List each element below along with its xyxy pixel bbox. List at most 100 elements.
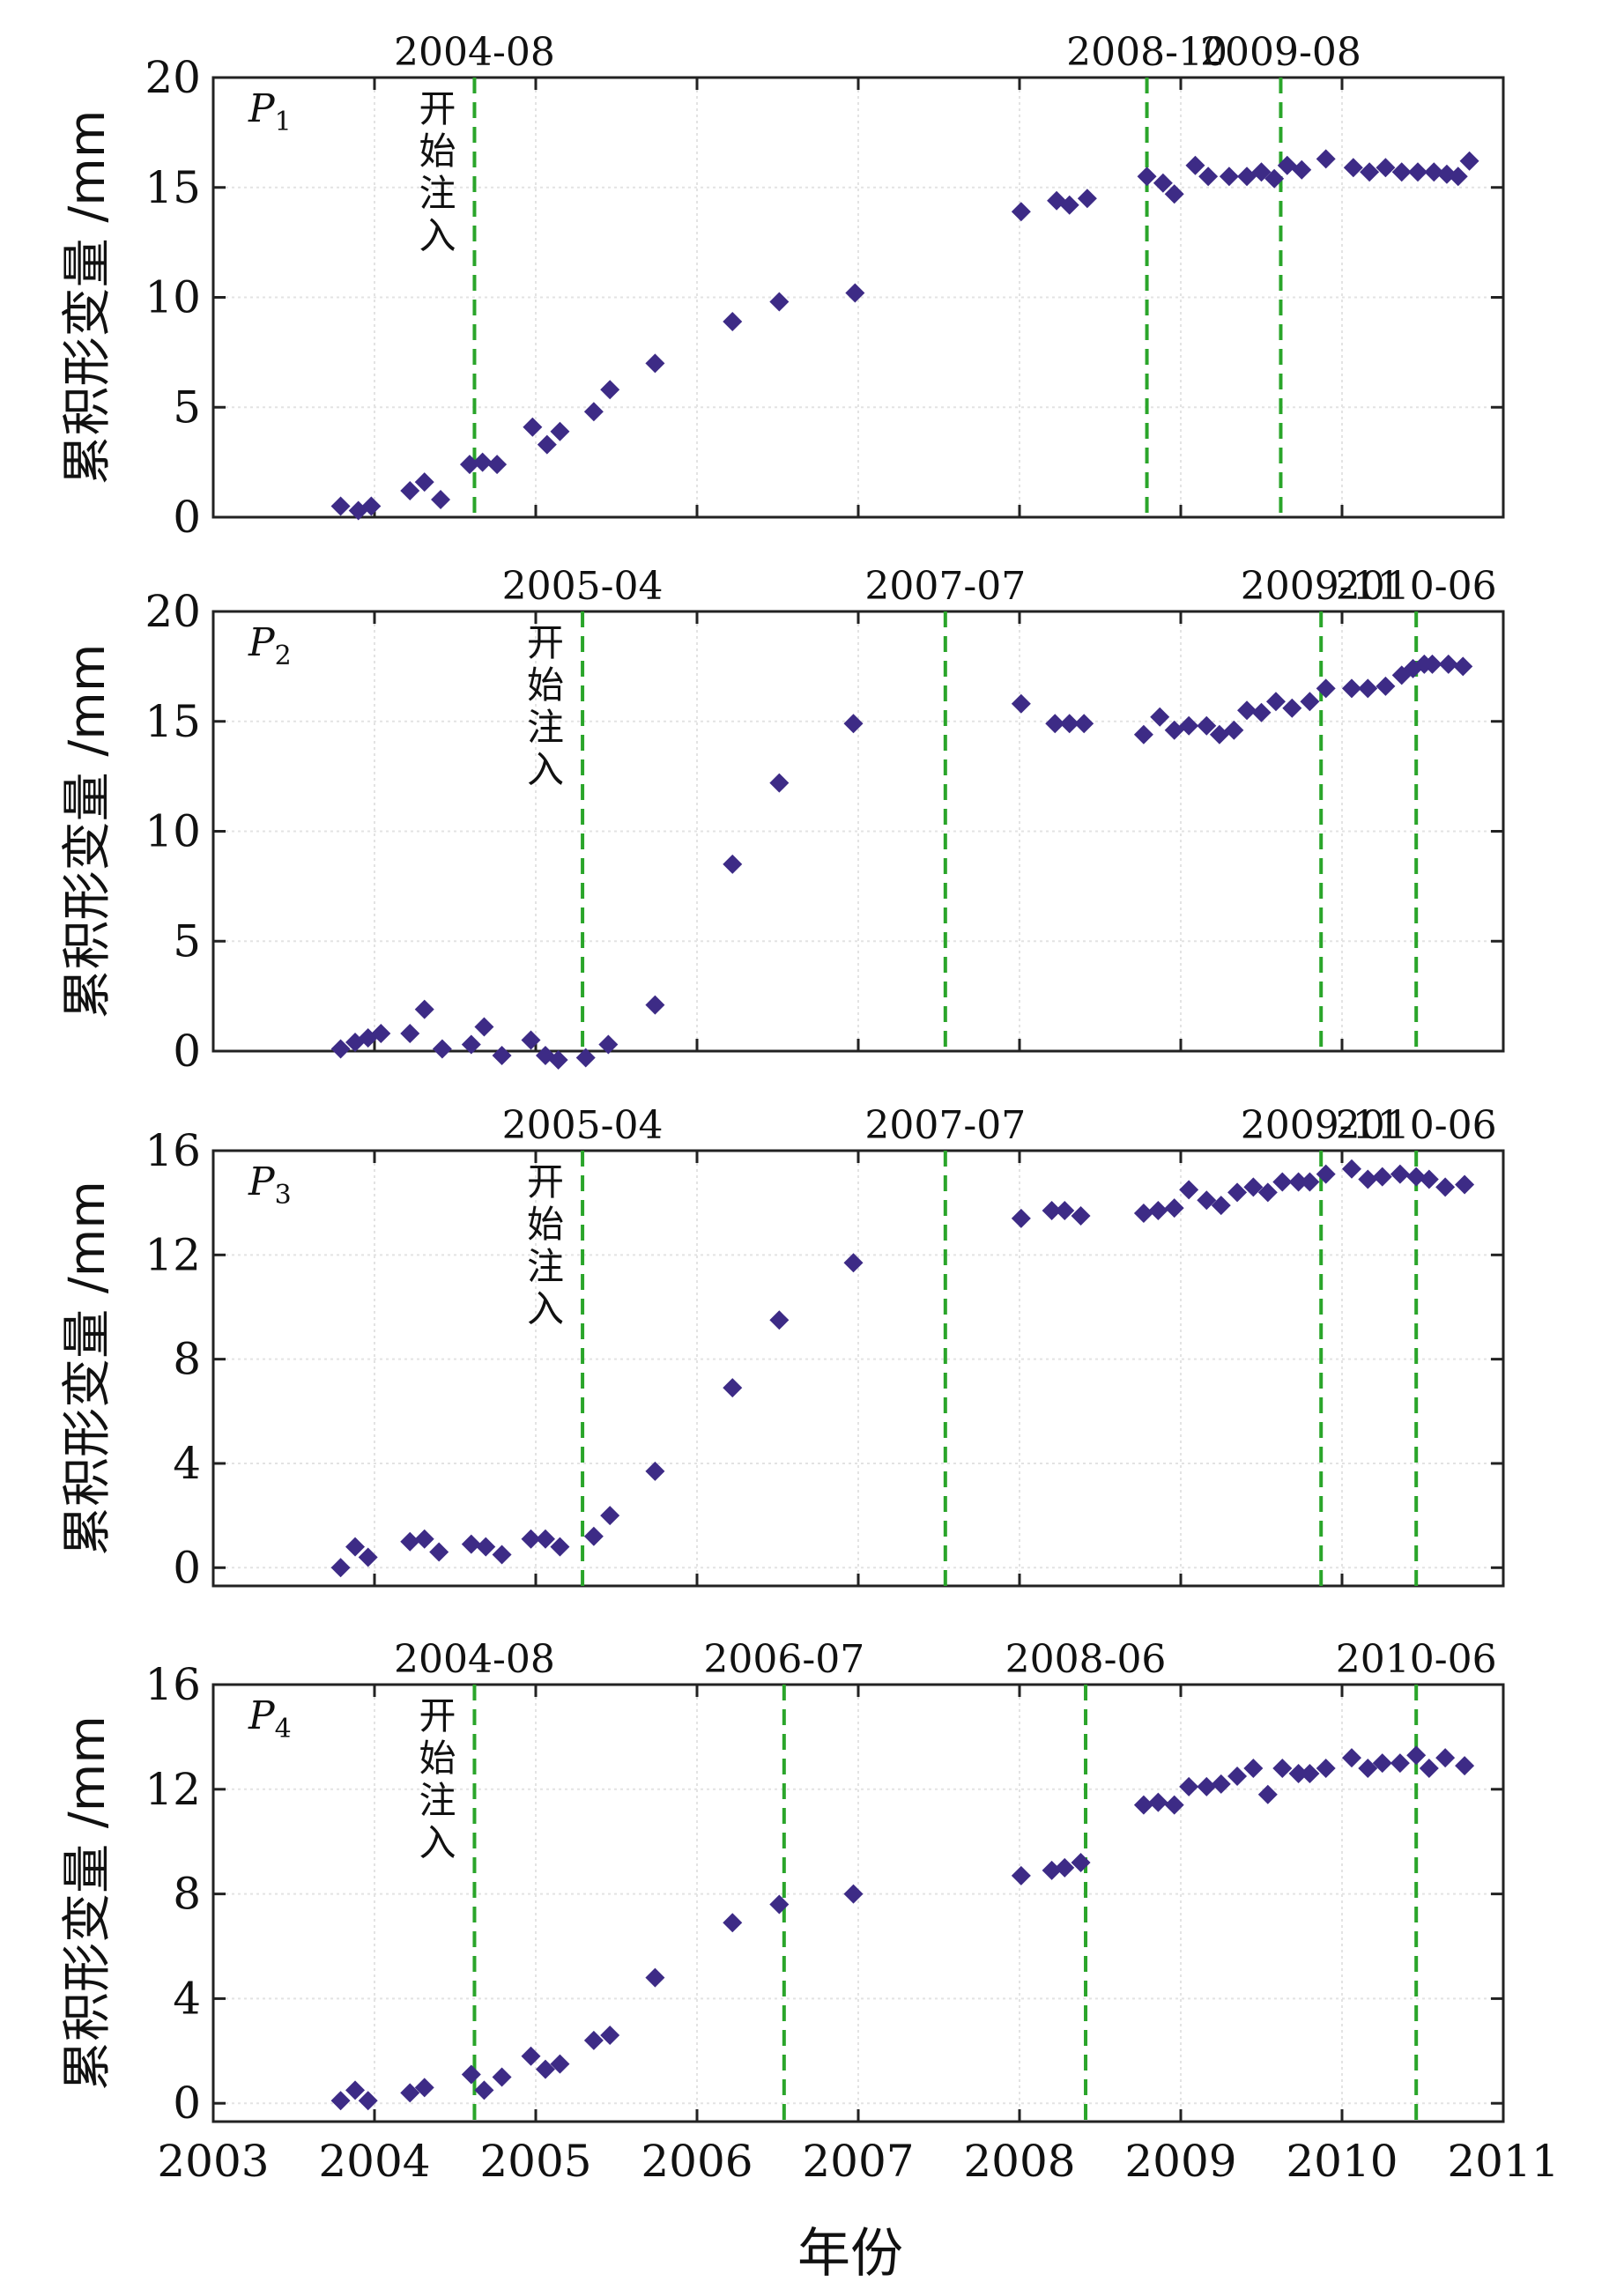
data-point — [1148, 1201, 1168, 1221]
data-point — [600, 380, 620, 400]
data-point — [1133, 1795, 1153, 1815]
event-line-label: 2010-06 — [1336, 1103, 1497, 1148]
data-point — [1011, 1865, 1031, 1885]
data-point — [575, 1048, 596, 1068]
data-point — [492, 1545, 512, 1565]
panel-label-subscript: 1 — [275, 107, 292, 137]
data-point — [598, 1034, 619, 1055]
annotation-char: 始 — [419, 1737, 456, 1780]
data-point — [1341, 1159, 1361, 1179]
event-line-label: 2007-07 — [864, 564, 1026, 609]
y-axis-label: 累积形变量 /mm — [59, 1715, 116, 2091]
data-point — [1316, 1164, 1336, 1184]
x-axis-label: 年份 — [797, 2223, 903, 2285]
data-point — [1164, 1198, 1184, 1219]
data-point — [414, 999, 434, 1019]
data-point — [1448, 167, 1468, 187]
x-tick-label: 2010 — [1286, 2136, 1398, 2187]
event-line-label: 2010-06 — [1336, 1637, 1497, 1682]
x-tick-label: 2004 — [318, 2136, 430, 2187]
data-point — [1419, 1759, 1439, 1779]
data-point — [550, 2054, 570, 2074]
data-point — [1042, 1201, 1062, 1221]
annotation-char: 开 — [419, 87, 456, 130]
y-tick-label: 10 — [145, 806, 201, 857]
data-point — [535, 2059, 555, 2079]
data-point — [583, 1526, 604, 1546]
data-point — [550, 421, 570, 441]
panel-label: P3 — [248, 1159, 292, 1211]
data-point — [1219, 167, 1239, 187]
event-line-label: 2010-06 — [1336, 564, 1497, 609]
panel-label-subscript: 3 — [275, 1180, 292, 1211]
y-tick-label: 0 — [173, 1542, 201, 1593]
data-point — [1071, 1852, 1091, 1872]
annotation-char: 开 — [527, 1160, 564, 1204]
data-point — [769, 1894, 790, 1915]
annotation-char: 始 — [527, 663, 564, 707]
data-point — [1251, 162, 1272, 182]
data-point — [1243, 1759, 1264, 1779]
data-point — [1316, 678, 1336, 699]
data-point — [1148, 1792, 1168, 1812]
data-point — [769, 773, 790, 793]
event-line-label: 2004-08 — [394, 30, 555, 75]
data-point — [843, 1253, 864, 1273]
y-tick-label: 4 — [173, 1438, 201, 1489]
data-point — [521, 2046, 541, 2066]
data-point — [1341, 678, 1361, 699]
data-point — [1455, 1756, 1475, 1776]
data-point — [548, 1049, 568, 1070]
event-line-label: 2009-11 — [1241, 564, 1402, 609]
y-axis-label: 累积形变量 /mm — [59, 1181, 116, 1556]
annotation-char: 入 — [527, 1287, 564, 1330]
data-point — [1227, 1766, 1248, 1786]
data-point — [1133, 724, 1153, 744]
data-point — [1179, 715, 1199, 736]
data-point — [1408, 162, 1428, 182]
data-point — [723, 1913, 743, 1933]
data-point — [1237, 167, 1257, 187]
data-point — [1179, 1180, 1199, 1200]
y-tick-label: 15 — [145, 696, 201, 747]
data-point — [461, 1034, 481, 1055]
data-point — [1435, 1748, 1456, 1768]
x-tick-label: 2007 — [802, 2136, 914, 2187]
data-point — [474, 1017, 494, 1037]
data-point — [330, 496, 351, 516]
annotation-char: 入 — [419, 214, 456, 257]
y-tick-label: 20 — [145, 586, 201, 637]
data-point — [1074, 714, 1094, 734]
data-point — [414, 472, 434, 493]
data-point — [330, 2091, 351, 2111]
data-point — [1257, 1784, 1278, 1804]
data-point — [1272, 1759, 1293, 1779]
event-line-label: 2009-08 — [1200, 30, 1361, 75]
data-point — [1055, 1201, 1075, 1221]
data-point — [1071, 1205, 1091, 1226]
data-point — [1455, 1174, 1475, 1195]
event-line-label: 2005-04 — [502, 1103, 664, 1148]
data-point — [492, 2067, 512, 2087]
y-tick-label: 0 — [173, 2078, 201, 2129]
data-point — [1372, 1753, 1392, 1774]
data-point — [1343, 158, 1363, 178]
data-point — [1390, 1753, 1410, 1774]
data-point — [535, 1529, 555, 1549]
data-point — [1406, 1167, 1427, 1187]
data-point — [1251, 702, 1272, 722]
data-point — [1424, 162, 1444, 182]
data-point — [1390, 1164, 1410, 1184]
data-point — [583, 402, 604, 422]
data-point — [1358, 678, 1378, 699]
data-point — [1272, 1172, 1293, 1192]
data-point — [769, 1310, 790, 1330]
data-point — [1185, 155, 1205, 175]
data-point — [1011, 1208, 1031, 1228]
data-point — [345, 1537, 366, 1557]
event-line-label: 2004-08 — [394, 1637, 555, 1682]
data-point — [1257, 1182, 1278, 1203]
data-point — [843, 714, 864, 734]
